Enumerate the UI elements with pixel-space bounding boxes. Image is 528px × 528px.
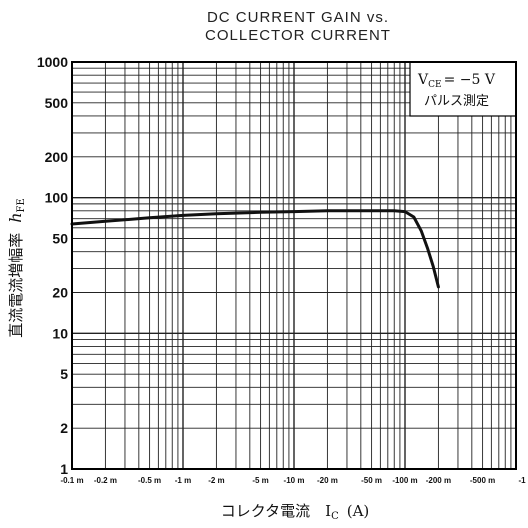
y-tick-label: 1 bbox=[60, 461, 68, 477]
x-axis-unit: (A) bbox=[347, 502, 370, 520]
y-tick-label: 500 bbox=[45, 95, 69, 111]
chart-title-line-1: DC CURRENT GAIN vs. bbox=[207, 9, 389, 26]
grid bbox=[72, 62, 516, 469]
y-tick-label: 20 bbox=[52, 284, 68, 300]
x-tick-label: -10 m bbox=[284, 476, 305, 485]
y-axis-label-text: 直流電流増幅率 bbox=[7, 233, 25, 338]
y-axis-ticks: 1 2 5 10 20 50 100 200 500 1000 bbox=[37, 54, 68, 477]
y-tick-label: 200 bbox=[45, 149, 69, 165]
y-tick-label: 10 bbox=[52, 325, 68, 341]
legend-pulse-note: パルス測定 bbox=[424, 94, 489, 109]
x-axis-ticks: -0.1 m -0.2 m -0.5 m -1 m -2 m -5 m -10 m -20 m… bbox=[60, 476, 526, 485]
series-line bbox=[70, 209, 440, 289]
x-tick-label: -1 m bbox=[175, 476, 191, 485]
x-tick-label: -200 m bbox=[426, 476, 451, 485]
x-tick-label: -2 m bbox=[208, 476, 224, 485]
y-axis-symbol-sub: FE bbox=[16, 198, 27, 212]
x-tick-label: -500 m bbox=[470, 476, 495, 485]
x-tick-label: -1 bbox=[518, 476, 526, 485]
x-tick-label: -0.5 m bbox=[138, 476, 161, 485]
y-tick-label: 50 bbox=[52, 231, 68, 247]
x-tick-label: -50 m bbox=[361, 476, 382, 485]
plot-frame bbox=[71, 61, 517, 470]
x-tick-label: -5 m bbox=[252, 476, 268, 485]
x-tick-label: -100 m bbox=[392, 476, 417, 485]
x-axis-label-sub: C bbox=[331, 511, 339, 522]
legend: VCE = −5 V パルス測定 bbox=[409, 61, 517, 117]
x-axis-label-text: コレクタ電流 I bbox=[221, 502, 331, 520]
y-axis-symbol: h bbox=[6, 212, 25, 222]
x-tick-label: -0.1 m bbox=[60, 476, 83, 485]
legend-vce-value: = −5 V bbox=[444, 72, 496, 88]
x-tick-label: -0.2 m bbox=[94, 476, 117, 485]
legend-vce-symbol: V bbox=[417, 72, 429, 88]
chart-title-line-2: COLLECTOR CURRENT bbox=[205, 27, 391, 44]
y-tick-label: 1000 bbox=[37, 54, 68, 70]
y-axis-label: 直流電流増幅率 hFE bbox=[6, 198, 27, 338]
svg-text:直流電流増幅率hFE: 直流電流増幅率 hFE bbox=[6, 198, 27, 338]
y-tick-label: 5 bbox=[60, 366, 68, 382]
x-axis-label: コレクタ電流 IC (A) bbox=[221, 502, 370, 522]
y-tick-label: 100 bbox=[45, 190, 69, 206]
legend-vce-sub: CE bbox=[428, 80, 441, 90]
legend-condition: VCE = −5 V bbox=[417, 72, 496, 90]
x-tick-label: -20 m bbox=[317, 476, 338, 485]
y-tick-label: 2 bbox=[60, 420, 68, 436]
